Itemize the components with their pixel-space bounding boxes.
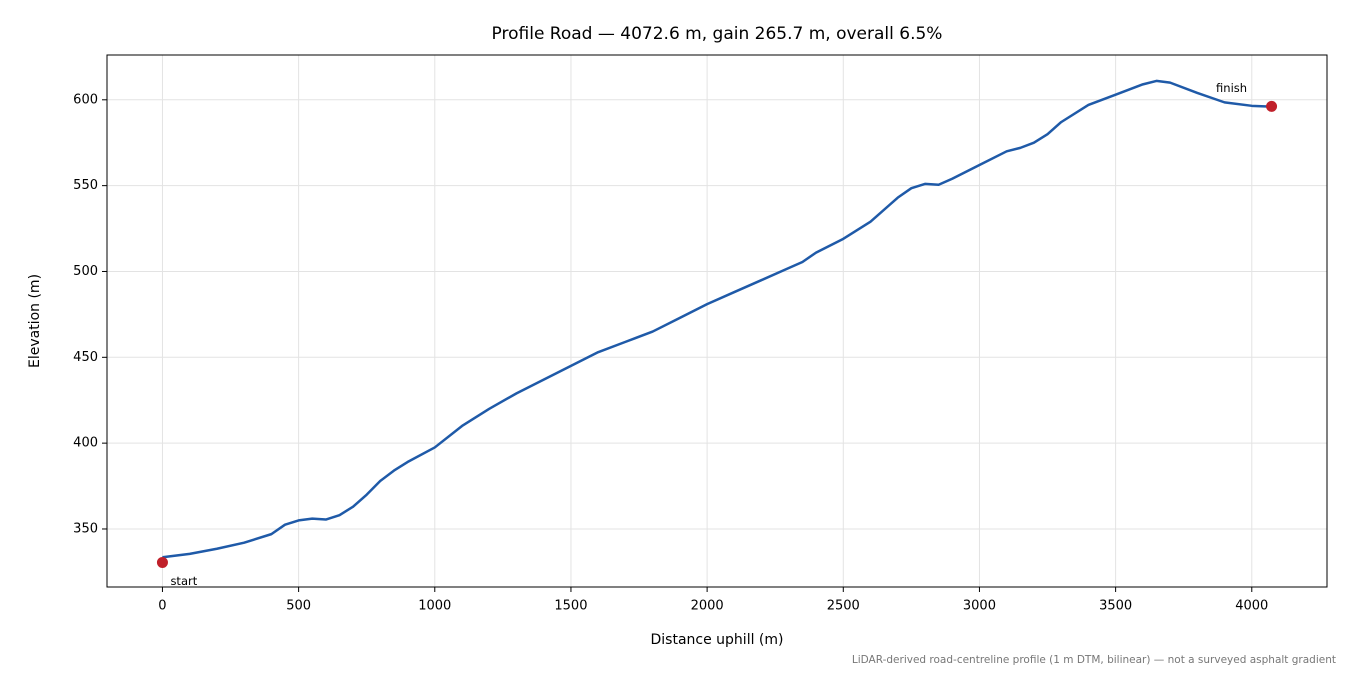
x-axis-label: Distance uphill (m) [651, 632, 784, 648]
x-tick-label: 4000 [1235, 599, 1268, 614]
x-tick-label: 2000 [691, 599, 724, 614]
x-tick-label: 1000 [418, 599, 451, 614]
footnote: LiDAR-derived road-centreline profile (1… [852, 654, 1336, 666]
endpoint-marker [156, 556, 168, 568]
annotation: start [170, 574, 197, 588]
profile-line [162, 79, 1272, 559]
x-tick-label: 500 [286, 599, 311, 614]
y-tick-label: 500 [73, 264, 98, 279]
y-axis-label: Elevation (m) [27, 274, 43, 368]
x-tick-label: 3500 [1099, 599, 1132, 614]
x-tick-label: 2500 [827, 599, 860, 614]
y-tick-label: 600 [73, 92, 98, 107]
endpoint-marker [1266, 100, 1278, 112]
y-tick-label: 350 [73, 521, 98, 536]
x-tick-label: 0 [158, 599, 166, 614]
plot-frame [106, 54, 1328, 588]
y-tick-label: 550 [73, 178, 98, 193]
chart-title: Profile Road — 4072.6 m, gain 265.7 m, o… [492, 24, 943, 44]
x-tick-label: 1500 [554, 599, 587, 614]
x-tick-label: 3000 [963, 599, 996, 614]
y-tick-label: 450 [73, 350, 98, 365]
annotation: finish [1216, 81, 1247, 95]
y-tick-label: 400 [73, 436, 98, 451]
